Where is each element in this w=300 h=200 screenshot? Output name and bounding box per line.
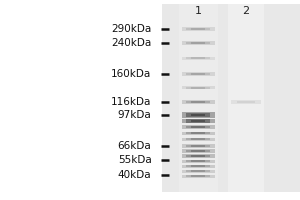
- Bar: [182, 100, 214, 104]
- Bar: [187, 145, 210, 147]
- Bar: [187, 126, 210, 128]
- Bar: [182, 149, 214, 153]
- Bar: [187, 160, 210, 162]
- Bar: [182, 41, 214, 45]
- Bar: [182, 160, 214, 162]
- Bar: [187, 138, 210, 140]
- Bar: [191, 101, 205, 103]
- Bar: [187, 175, 210, 177]
- Text: 55kDa: 55kDa: [118, 155, 152, 165]
- Bar: [191, 73, 205, 75]
- Bar: [191, 138, 205, 140]
- Bar: [187, 150, 210, 152]
- Bar: [182, 138, 214, 140]
- Bar: [182, 119, 214, 123]
- Text: 2: 2: [242, 6, 250, 16]
- Bar: [182, 56, 214, 60]
- Bar: [182, 125, 214, 129]
- Bar: [187, 113, 210, 117]
- Text: 97kDa: 97kDa: [118, 110, 152, 120]
- Bar: [182, 174, 214, 178]
- Bar: [187, 170, 210, 172]
- Bar: [191, 155, 205, 157]
- Text: 66kDa: 66kDa: [118, 141, 152, 151]
- Bar: [191, 150, 205, 152]
- Bar: [191, 28, 205, 30]
- Bar: [228, 4, 264, 192]
- Text: 290kDa: 290kDa: [111, 24, 152, 34]
- Bar: [191, 175, 205, 177]
- Bar: [191, 42, 205, 44]
- Bar: [191, 132, 205, 134]
- Bar: [191, 160, 205, 162]
- Bar: [182, 132, 214, 134]
- Bar: [182, 86, 214, 89]
- Bar: [191, 165, 205, 167]
- Bar: [191, 126, 205, 128]
- Bar: [187, 101, 210, 103]
- Bar: [187, 132, 210, 134]
- Bar: [182, 112, 214, 118]
- Text: 240kDa: 240kDa: [111, 38, 152, 48]
- Bar: [191, 114, 205, 116]
- Bar: [187, 73, 210, 75]
- Text: 116kDa: 116kDa: [111, 97, 152, 107]
- Bar: [191, 170, 205, 172]
- Bar: [191, 87, 205, 89]
- Bar: [182, 154, 214, 158]
- Bar: [187, 57, 210, 59]
- Bar: [182, 164, 214, 168]
- Bar: [187, 87, 210, 89]
- Bar: [187, 28, 210, 30]
- Bar: [182, 170, 214, 172]
- Bar: [191, 57, 205, 59]
- Bar: [187, 42, 210, 44]
- Bar: [187, 165, 210, 167]
- Bar: [191, 120, 205, 122]
- Bar: [231, 100, 261, 104]
- Bar: [182, 144, 214, 148]
- Bar: [182, 27, 214, 31]
- Text: 1: 1: [194, 6, 202, 16]
- Bar: [187, 119, 210, 123]
- Bar: [182, 72, 214, 76]
- Text: 160kDa: 160kDa: [111, 69, 152, 79]
- Bar: [187, 155, 210, 157]
- Bar: [178, 4, 218, 192]
- Bar: [237, 101, 255, 103]
- Bar: [191, 145, 205, 147]
- Bar: [162, 4, 300, 192]
- Text: 40kDa: 40kDa: [118, 170, 152, 180]
